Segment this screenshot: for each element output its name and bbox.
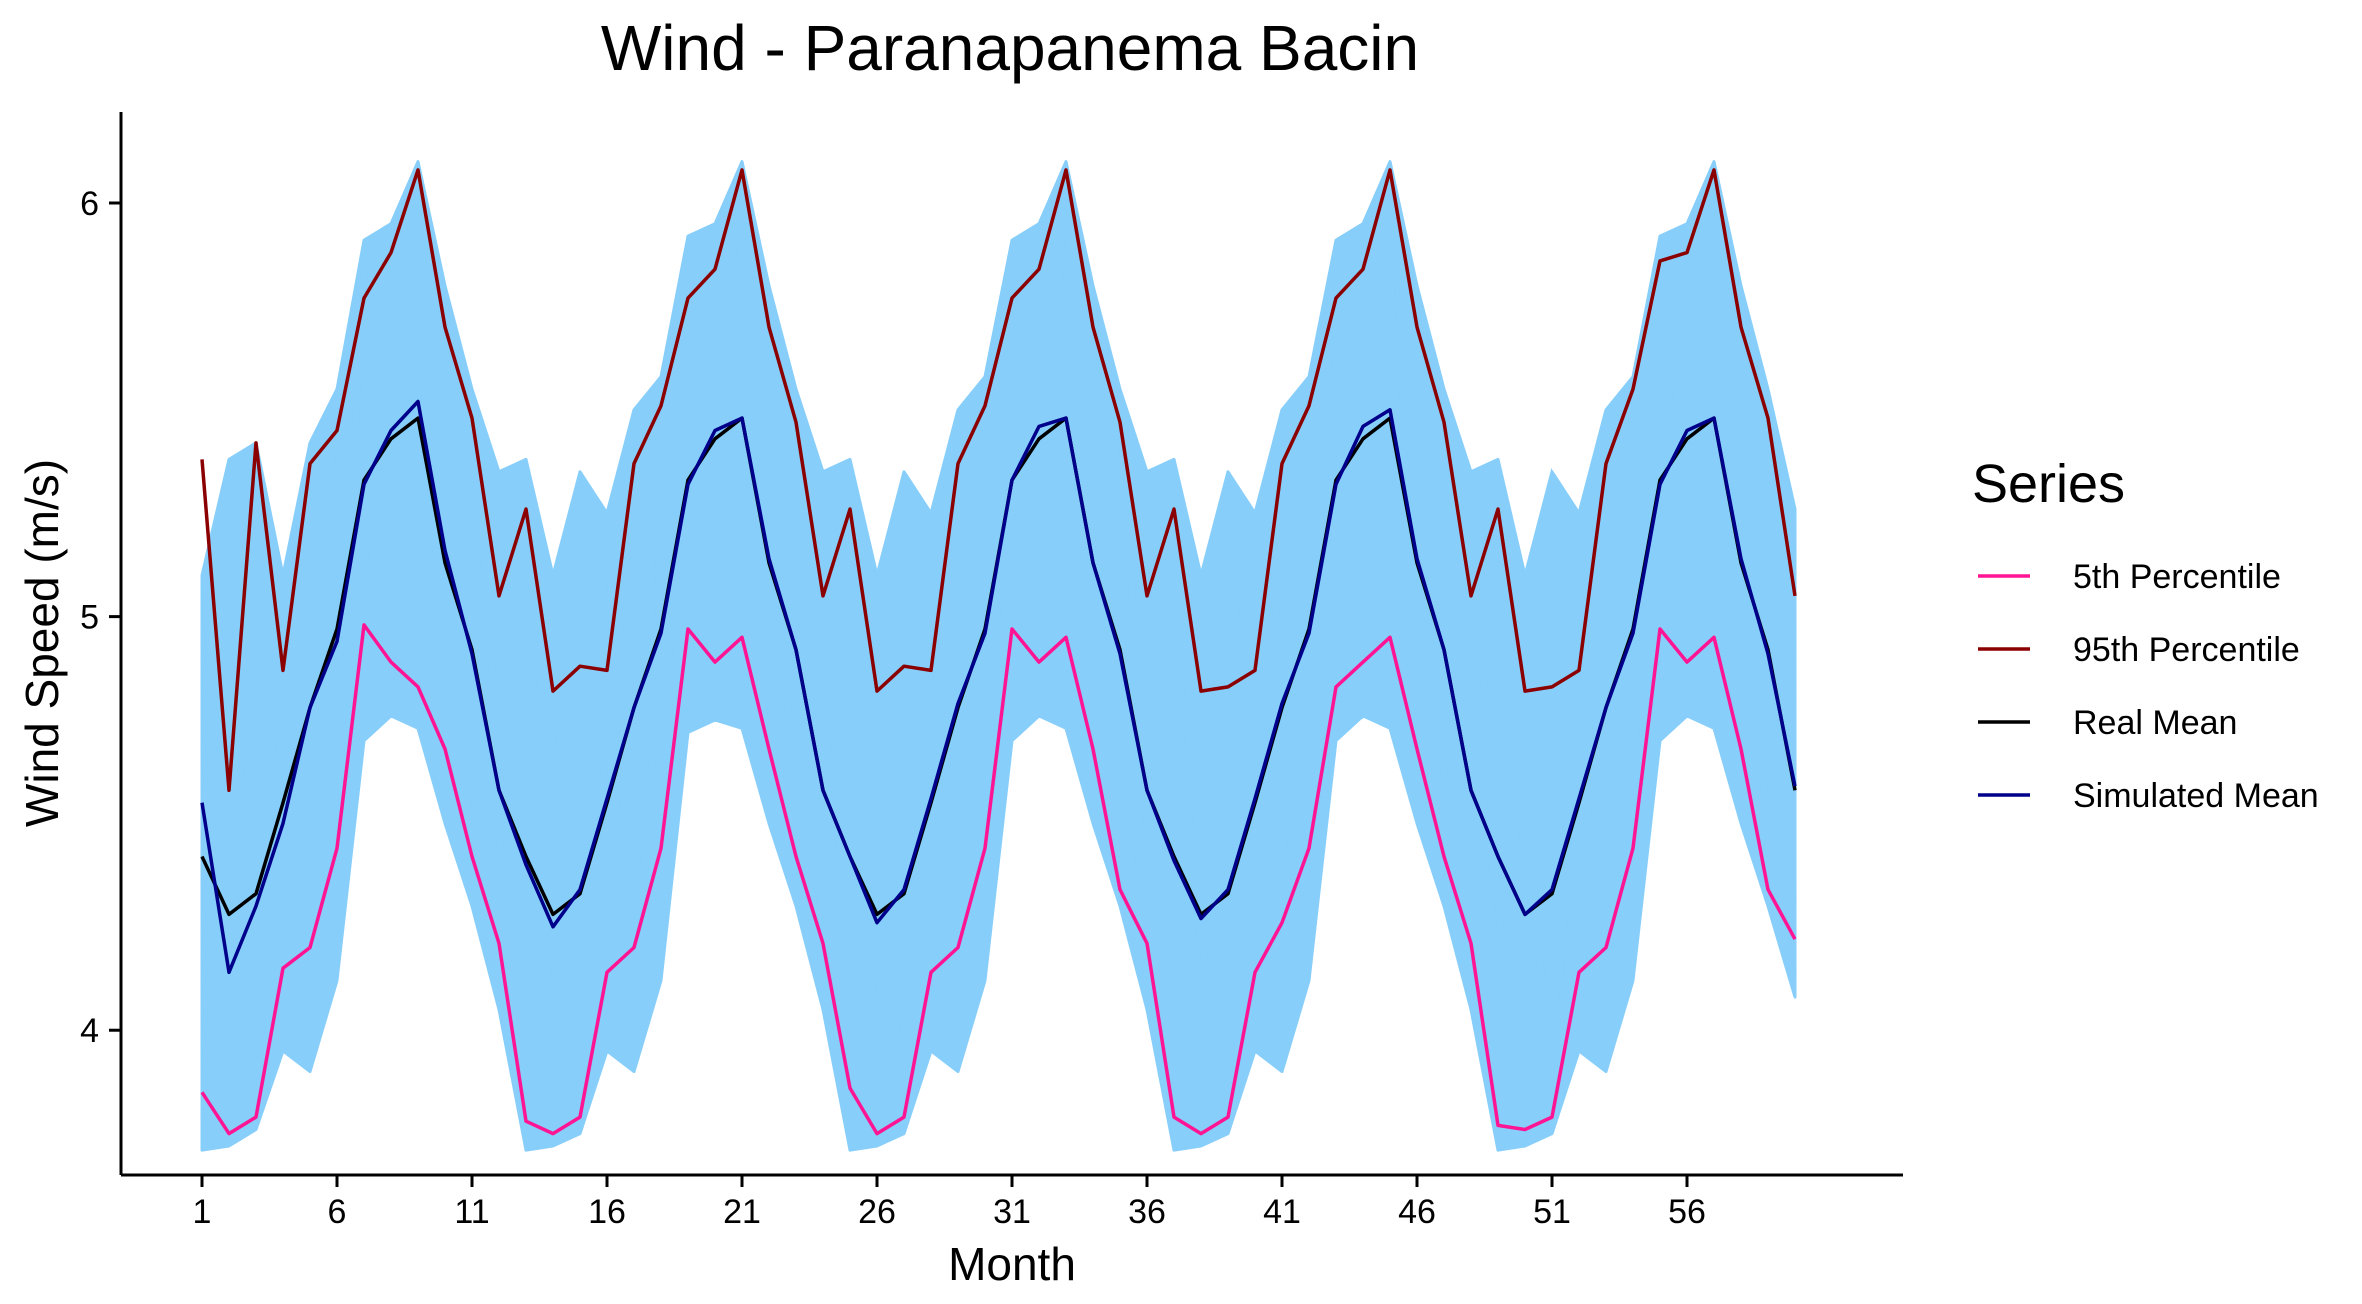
x-axis-label: Month bbox=[948, 1238, 1076, 1290]
x-tick-label: 56 bbox=[1668, 1193, 1706, 1231]
series-lines bbox=[200, 168, 1797, 1136]
x-tick-label: 16 bbox=[588, 1193, 626, 1231]
legend: Series 5th Percentile 95th Percentile Real… bbox=[1972, 454, 2319, 815]
legend-label: 5th Percentile bbox=[2073, 558, 2281, 596]
chart-title: Wind - Paranapanema Bacin bbox=[601, 12, 1419, 84]
series-line-5th-percentile bbox=[200, 623, 1797, 1136]
y-tick-label: 4 bbox=[80, 1012, 99, 1050]
x-tick-label: 46 bbox=[1398, 1193, 1436, 1231]
legend-label: 95th Percentile bbox=[2073, 631, 2300, 669]
y-axis-label: Wind Speed (m/s) bbox=[16, 459, 68, 827]
x-tick-label: 21 bbox=[723, 1193, 761, 1231]
legend-label: Simulated Mean bbox=[2073, 777, 2319, 815]
x-tick-label: 11 bbox=[454, 1193, 489, 1231]
simulated-trace bbox=[200, 174, 1797, 1121]
y-tick-label: 5 bbox=[80, 599, 99, 637]
x-tick-label: 26 bbox=[858, 1193, 896, 1231]
simulation-envelope bbox=[200, 160, 1797, 1152]
simulated-trace bbox=[200, 169, 1797, 1118]
legend-title: Series bbox=[1972, 454, 2125, 514]
simulated-trace bbox=[200, 260, 1797, 1077]
x-tick-label: 51 bbox=[1533, 1193, 1571, 1231]
simulated-trace bbox=[200, 193, 1797, 1126]
simulated-trace bbox=[200, 201, 1796, 1127]
x-ticks: 1 6 11 16 21 26 31 36 41 46 51 56 bbox=[193, 1175, 1706, 1231]
simulated-trace bbox=[201, 282, 1797, 1125]
x-tick-label: 1 bbox=[193, 1193, 212, 1231]
y-tick-label: 6 bbox=[80, 185, 99, 223]
y-ticks: 4 5 6 bbox=[80, 185, 121, 1050]
legend-label: Real Mean bbox=[2073, 704, 2237, 742]
series-line-simulated-mean bbox=[200, 399, 1797, 975]
simulated-trace bbox=[200, 182, 1797, 1121]
series-line-95th-percentile bbox=[200, 168, 1797, 793]
x-tick-label: 41 bbox=[1263, 1193, 1301, 1231]
x-tick-label: 36 bbox=[1128, 1193, 1166, 1231]
x-tick-label: 31 bbox=[993, 1193, 1031, 1231]
x-tick-label: 6 bbox=[328, 1193, 347, 1231]
